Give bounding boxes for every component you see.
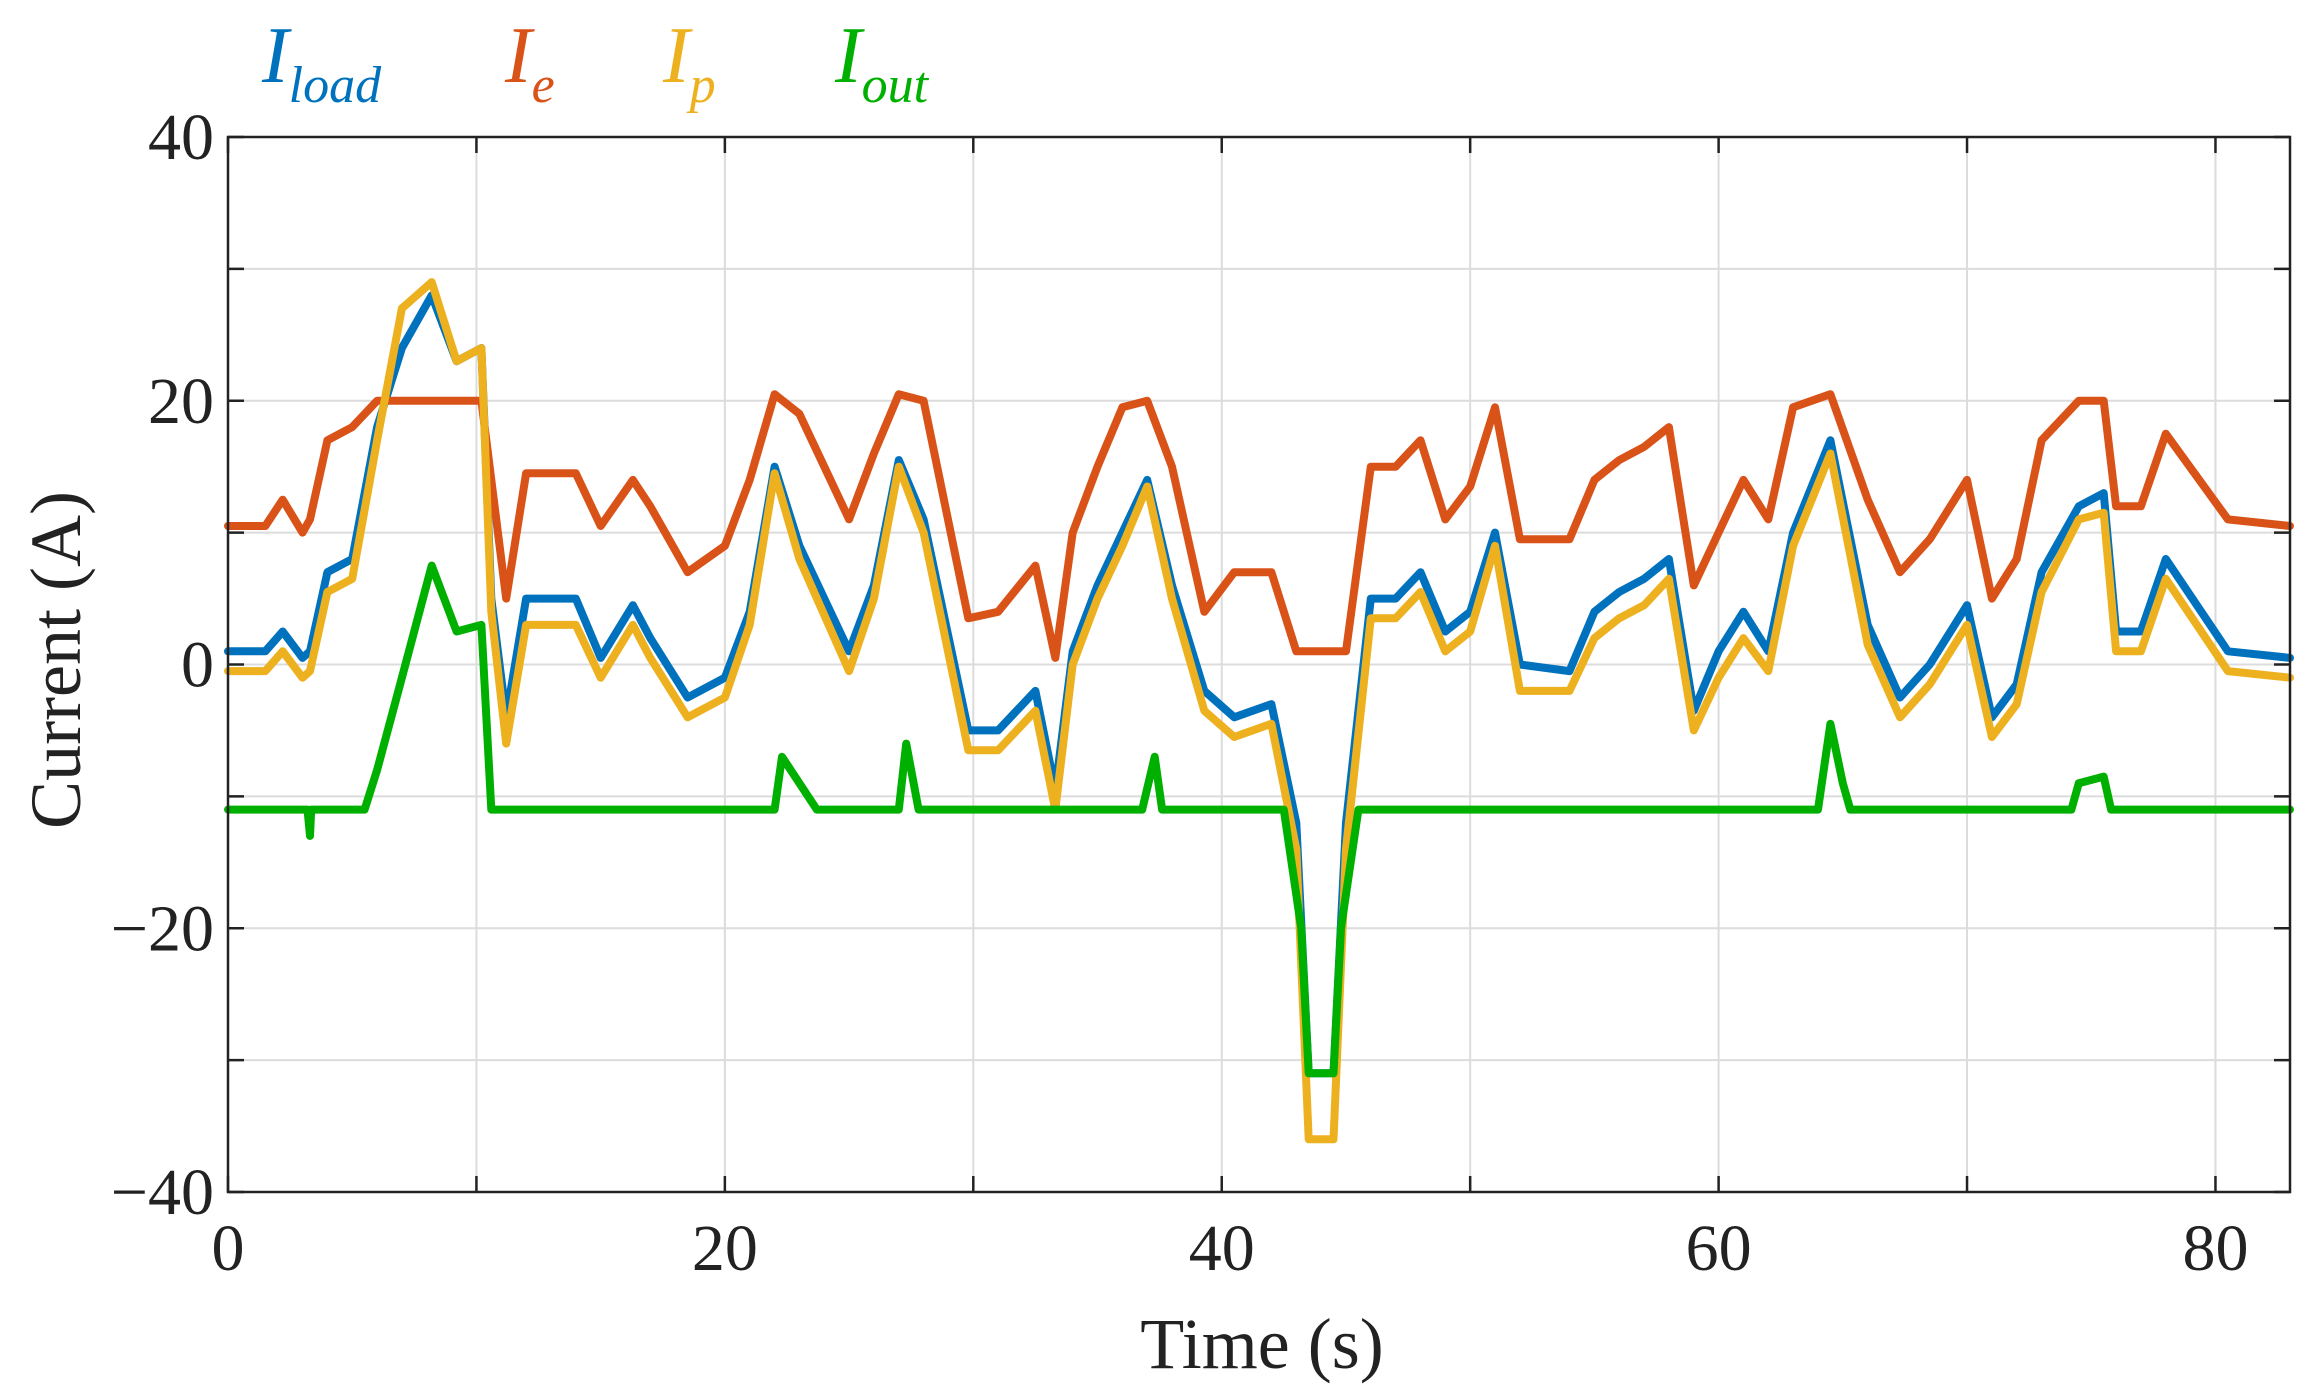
y-axis-label: Current (A) xyxy=(16,491,96,829)
y-tick-label: −40 xyxy=(111,1156,214,1229)
y-tick-label: 0 xyxy=(181,629,214,702)
legend-label-i-load: Iload xyxy=(261,12,382,114)
legend-entry-i-out: Iout xyxy=(834,12,930,114)
legend-entry-i-e: Ie xyxy=(504,12,555,114)
x-axis-label: Time (s) xyxy=(1140,1304,1383,1384)
y-tick-labels: −40 −20 0 20 40 xyxy=(111,101,214,1229)
legend-entry-i-load: Iload xyxy=(261,12,382,114)
series-line-i-out xyxy=(224,561,2294,1078)
y-tick-label: 20 xyxy=(148,365,214,438)
legend-entry-i-p: Ip xyxy=(662,12,716,114)
y-tick-label: −20 xyxy=(111,892,214,965)
legend-label-i-p: Ip xyxy=(662,12,716,114)
x-tick-label: 60 xyxy=(1686,1212,1752,1285)
legend-label-i-e: Ie xyxy=(504,12,555,114)
x-tick-label: 20 xyxy=(692,1212,758,1285)
axes xyxy=(226,135,2292,1194)
series-line-i-p xyxy=(224,278,2294,1144)
series-line-i-e xyxy=(224,390,2294,662)
x-tick-label: 0 xyxy=(212,1212,245,1285)
x-tick-label: 40 xyxy=(1189,1212,1255,1285)
series-lines xyxy=(224,278,2294,1144)
x-tick-label: 80 xyxy=(2182,1212,2248,1285)
x-tick-labels: 0 20 40 60 80 xyxy=(212,1212,2249,1285)
y-tick-label: 40 xyxy=(148,101,214,174)
legend-label-i-out: Iout xyxy=(834,12,930,114)
legend: Iload Ie Ip Iout xyxy=(261,12,930,114)
